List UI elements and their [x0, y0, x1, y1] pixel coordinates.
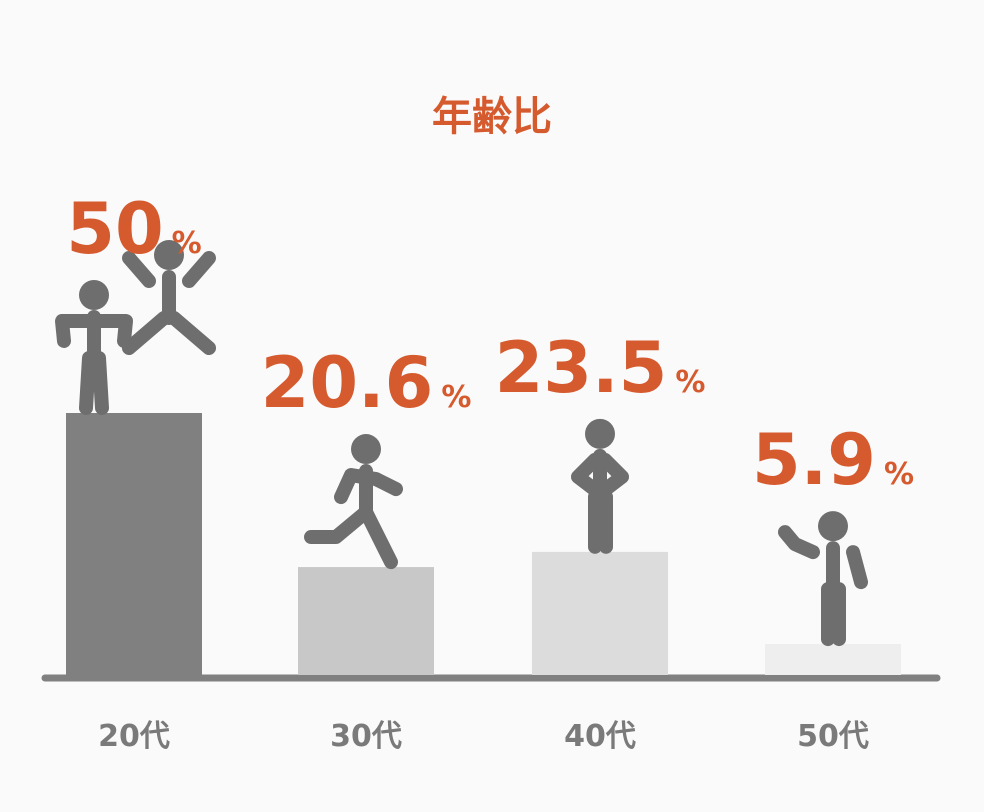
value-label: 5.9%	[752, 419, 914, 501]
figure-legs	[821, 582, 846, 647]
figure-head	[154, 240, 184, 270]
figure-head	[585, 418, 615, 449]
figure-head	[351, 434, 381, 465]
bar	[298, 567, 434, 675]
figure	[122, 240, 216, 355]
value-unit: %	[441, 380, 471, 415]
figure-legs	[588, 489, 613, 554]
value-number: 23.5	[495, 327, 668, 409]
figure-arms	[122, 251, 216, 288]
figure-arms	[778, 525, 868, 590]
figure	[571, 418, 629, 554]
chart-title: 年齢比	[432, 94, 552, 140]
figure-arms	[571, 452, 629, 497]
x-tick-label: 20代	[98, 719, 170, 754]
value-label: 50%	[66, 188, 201, 270]
figure-legs	[122, 311, 216, 355]
value-number: 5.9	[752, 419, 876, 501]
figure-legs	[304, 505, 398, 570]
value-label: 20.6%	[261, 342, 472, 424]
x-tick-label: 50代	[797, 719, 869, 754]
value-number: 20.6	[261, 342, 434, 424]
x-tick-label: 30代	[330, 719, 402, 754]
value-unit: %	[172, 226, 202, 261]
bar	[765, 644, 901, 675]
figure	[55, 280, 133, 415]
value-number: 50	[66, 188, 163, 270]
value-unit: %	[675, 365, 705, 400]
value-unit: %	[884, 457, 914, 492]
figure-head	[818, 511, 848, 542]
value-label: 23.5%	[495, 327, 706, 409]
figure	[304, 434, 403, 570]
figure	[778, 511, 868, 647]
bar	[532, 551, 668, 675]
figure-arms	[334, 468, 403, 505]
figure-head	[79, 280, 109, 310]
x-tick-label: 40代	[564, 719, 636, 754]
bar	[66, 413, 202, 675]
figure-arms	[55, 314, 133, 348]
figure-legs	[79, 351, 109, 415]
